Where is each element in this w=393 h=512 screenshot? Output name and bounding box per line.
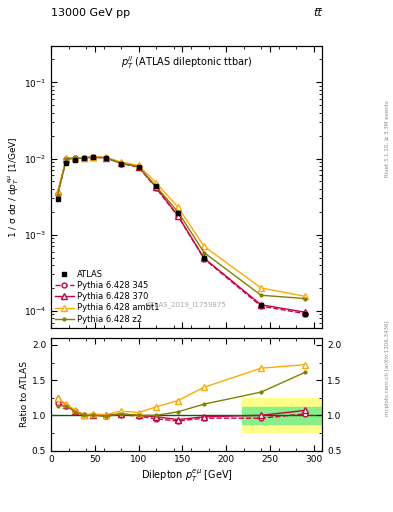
Text: ATLAS_2019_I1759875: ATLAS_2019_I1759875 — [147, 301, 226, 308]
X-axis label: Dilepton $p_T^{e\mu}$ [GeV]: Dilepton $p_T^{e\mu}$ [GeV] — [141, 467, 233, 484]
Text: $p_T^{ll}$ (ATLAS dileptonic ttbar): $p_T^{ll}$ (ATLAS dileptonic ttbar) — [121, 55, 252, 71]
Y-axis label: Ratio to ATLAS: Ratio to ATLAS — [20, 361, 29, 427]
Text: tt̅: tt̅ — [314, 8, 322, 18]
Bar — [242, 407, 322, 424]
Text: mcplots.cern.ch [arXiv:1306.3436]: mcplots.cern.ch [arXiv:1306.3436] — [385, 321, 389, 416]
Y-axis label: 1 / σ dσ / d$p_T^{e\mu}$ [1/GeV]: 1 / σ dσ / d$p_T^{e\mu}$ [1/GeV] — [6, 136, 21, 238]
Text: 13000 GeV pp: 13000 GeV pp — [51, 8, 130, 18]
Text: Rivet 3.1.10, ≥ 3.3M events: Rivet 3.1.10, ≥ 3.3M events — [385, 100, 389, 177]
Legend: ATLAS, Pythia 6.428 345, Pythia 6.428 370, Pythia 6.428 ambt1, Pythia 6.428 z2: ATLAS, Pythia 6.428 345, Pythia 6.428 37… — [55, 270, 160, 324]
Bar — [242, 398, 322, 432]
